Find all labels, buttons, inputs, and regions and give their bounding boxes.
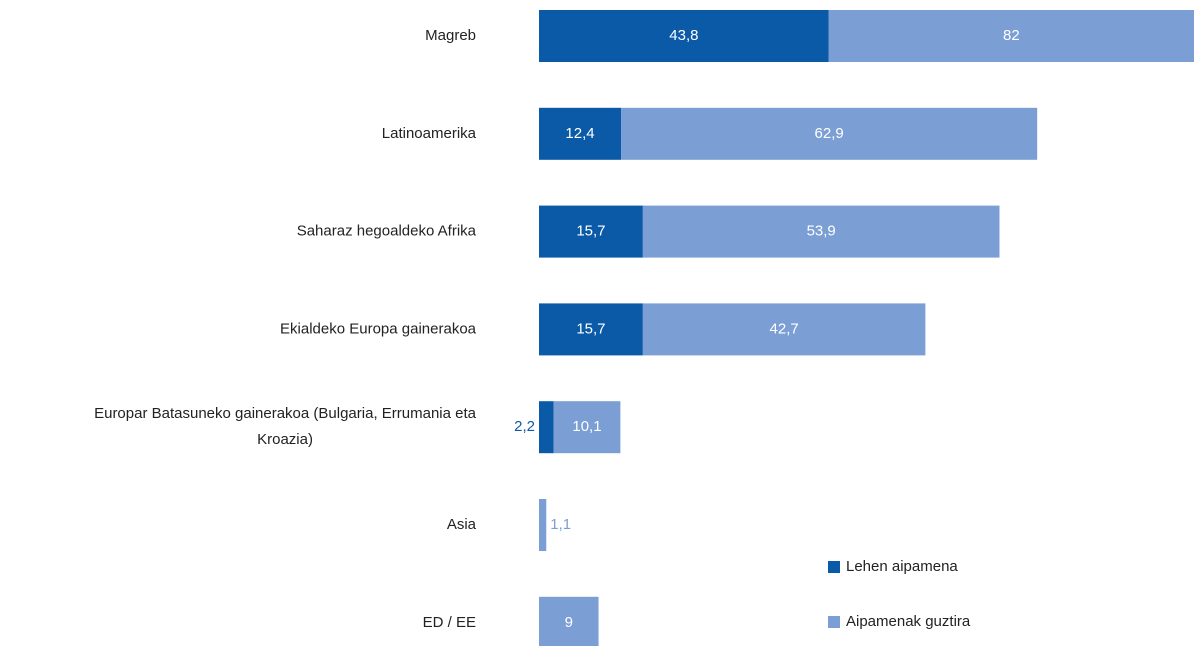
category-label: Latinoamerika: [382, 125, 477, 142]
category-label: ED / EE: [423, 614, 476, 631]
value-label: 15,7: [576, 223, 605, 240]
legend-swatch: [828, 561, 840, 573]
bar-segment: [642, 303, 926, 356]
bar-segment: [539, 596, 599, 646]
bar-segment: [621, 107, 1038, 160]
value-label: 53,9: [807, 223, 836, 240]
value-label: 9: [565, 614, 573, 631]
category-label: Magreb: [425, 27, 476, 44]
value-label: 82: [1003, 27, 1020, 44]
bar-segment: [539, 205, 643, 258]
category-label: Asia: [447, 516, 477, 533]
category-label: Ekialdeko Europa gainerakoa: [280, 320, 477, 337]
value-label: 15,7: [576, 320, 605, 337]
category-label: Saharaz hegoaldeko Afrika: [297, 223, 477, 240]
bar-segment: [539, 499, 547, 551]
value-label: 42,7: [770, 320, 799, 337]
value-label: 12,4: [565, 125, 594, 142]
legend-label: Aipamenak guztira: [846, 613, 971, 630]
value-label: 43,8: [669, 27, 698, 44]
value-label: 62,9: [815, 125, 844, 142]
bar-segment: [642, 205, 1000, 258]
bar-segment: [539, 401, 554, 454]
legend-swatch: [828, 616, 840, 628]
bar-segment: [539, 10, 829, 62]
bar-segment: [828, 10, 1194, 62]
bar-segment: [539, 303, 643, 356]
bar-segment: [553, 401, 621, 454]
value-label: 2,2: [514, 418, 535, 435]
category-label: Europar Batasuneko gainerakoa (Bulgaria,…: [94, 405, 477, 448]
value-label: 10,1: [572, 418, 601, 435]
value-label: 1,1: [550, 516, 571, 533]
legend-label: Lehen aipamena: [846, 558, 958, 575]
bar-segment: [539, 107, 622, 160]
